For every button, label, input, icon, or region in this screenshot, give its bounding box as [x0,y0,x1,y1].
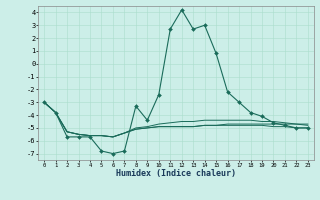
X-axis label: Humidex (Indice chaleur): Humidex (Indice chaleur) [116,169,236,178]
